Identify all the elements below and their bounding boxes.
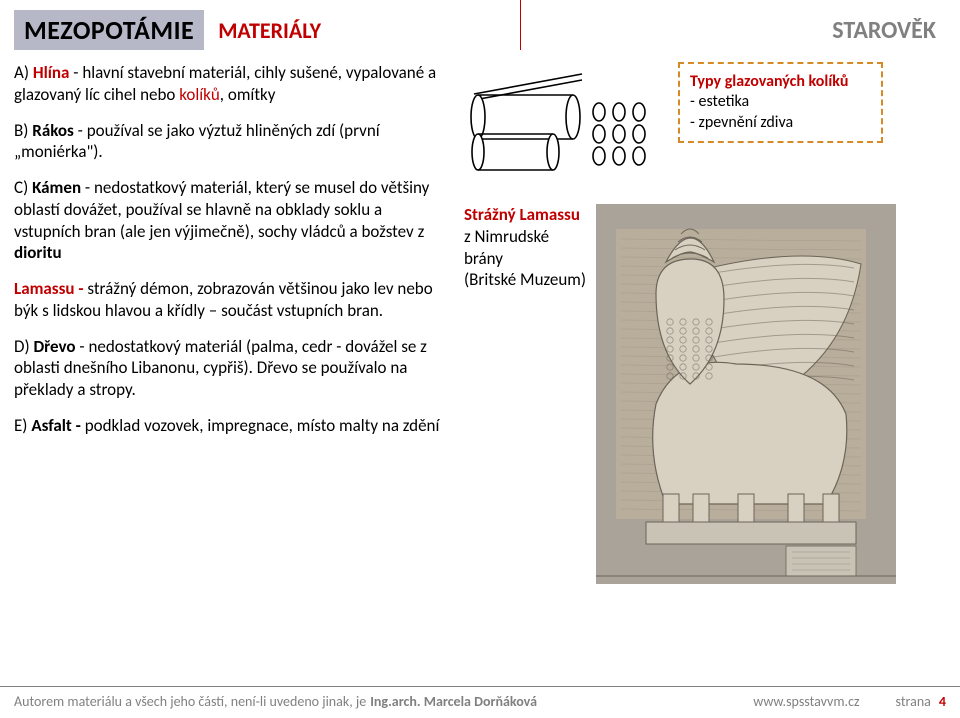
footer: Autorem materiálu a všech jeho částí, ne… [0, 686, 960, 718]
caption-line1: z Nimrudské [464, 226, 549, 247]
section-d: D) Dřevo - nedostatkový materiál (palma,… [14, 336, 446, 401]
text-column: A) Hlína - hlavní stavební materiál, cih… [14, 62, 446, 584]
header-divider [520, 0, 521, 50]
caption-heading: Strážný Lamassu [464, 204, 580, 225]
section-d-heading: Dřevo [33, 336, 75, 357]
section-b: B) Rákos - používal se jako výztuž hlině… [14, 120, 446, 164]
lamassu-illustration [596, 204, 896, 584]
section-b-heading: Rákos [32, 120, 74, 141]
footer-author: Ing.arch. Marcela Dorňáková [370, 693, 537, 710]
koliky-row: Typy glazovaných kolíků - estetika - zpe… [464, 62, 946, 192]
caption-line3: (Britské Muzeum) [464, 269, 586, 290]
era-label: STAROVĚK [832, 16, 936, 45]
footer-url: www.spsstavvm.cz [753, 693, 859, 710]
section-c-dioritu: dioritu [14, 242, 62, 263]
section-b-label: B) [14, 120, 28, 141]
lamassu-caption: Strážný Lamassu z Nimrudské brány (Brits… [464, 204, 586, 584]
section-d-label: D) [14, 336, 30, 357]
koliky-diagram [464, 62, 664, 192]
footer-page-label: strana [896, 693, 931, 710]
page-title: MEZOPOTÁMIE [14, 10, 204, 50]
section-lamassu: Lamassu - strážný démon, zobrazován větš… [14, 278, 446, 322]
footer-text: Autorem materiálu a všech jeho částí, ne… [14, 693, 366, 710]
content-area: A) Hlína - hlavní stavební materiál, cih… [0, 54, 960, 584]
section-a: A) Hlína - hlavní stavební materiál, cih… [14, 62, 446, 106]
typy-heading: Typy glazovaných kolíků [690, 72, 871, 92]
section-e: E) Asfalt - podklad vozovek, impregnace,… [14, 415, 446, 437]
section-e-body: podklad vozovek, impregnace, místo malty… [85, 415, 440, 436]
lamassu-row: Strážný Lamassu z Nimrudské brány (Brits… [464, 204, 946, 584]
section-e-label: E) [14, 415, 27, 436]
section-a-heading: Hlína [33, 62, 70, 83]
section-a-label: A) [14, 62, 29, 83]
lamassu-heading: Lamassu - [14, 278, 84, 299]
section-e-heading: Asfalt - [31, 415, 81, 436]
section-d-body: - nedostatkový materiál (palma, cedr - d… [14, 336, 427, 401]
section-c-heading: Kámen [32, 177, 81, 198]
typy-line-0: - estetika [690, 92, 871, 112]
page-subtitle: MATERIÁLY [218, 17, 321, 44]
caption-line2: brány [464, 248, 503, 269]
lamassu-image [596, 204, 896, 584]
typy-box: Typy glazovaných kolíků - estetika - zpe… [678, 62, 883, 143]
section-c: C) Kámen - nedostatkový materiál, který … [14, 177, 446, 264]
right-column: Typy glazovaných kolíků - estetika - zpe… [464, 62, 946, 584]
section-c-label: C) [14, 177, 28, 198]
section-a-body2: , omítky [220, 84, 276, 105]
footer-page-number: 4 [939, 693, 946, 710]
header: MEZOPOTÁMIE MATERIÁLY STAROVĚK [0, 0, 960, 54]
section-a-koliku: kolíků [179, 84, 220, 105]
typy-line-1: - zpevnění zdiva [690, 113, 871, 133]
